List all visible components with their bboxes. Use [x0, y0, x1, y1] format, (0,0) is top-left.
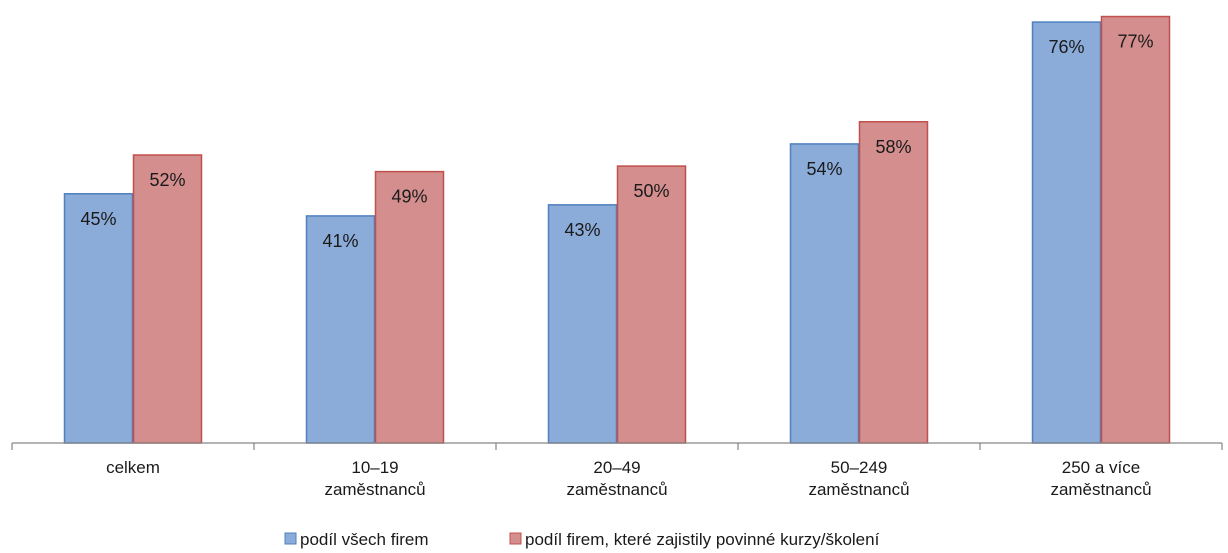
bar-series1-1	[63, 193, 134, 444]
data-label-series2-3: 50%	[633, 181, 669, 201]
bar-series1-3	[547, 204, 618, 444]
data-label-series2-4: 58%	[875, 137, 911, 157]
x-tick-label-5-line2: zaměstnanců	[1050, 480, 1151, 499]
bar-series1-2	[305, 215, 376, 444]
x-tick-labels: celkem 10–19 zaměstnanců 20–49 zaměstnanců 50…	[106, 458, 1151, 499]
data-label-series2-1: 52%	[149, 170, 185, 190]
legend: podíl všech firem podíl firem, které zaji…	[284, 530, 880, 549]
data-label-series1-1: 45%	[80, 209, 116, 229]
bar-series2-2	[374, 170, 445, 444]
data-label-series1-5: 76%	[1048, 37, 1084, 57]
data-label-series2-2: 49%	[391, 187, 427, 207]
x-tick-label-3-line2: zaměstnanců	[566, 480, 667, 499]
x-tick-label-3-line1: 20–49	[593, 458, 640, 477]
bar-series2-1	[132, 154, 203, 444]
bar-series1-4	[789, 143, 860, 444]
bar-series2-4	[858, 121, 929, 444]
x-tick-label-4-line1: 50–249	[831, 458, 888, 477]
data-label-series2-5: 77%	[1117, 32, 1153, 52]
x-tick-label-4-line2: zaměstnanců	[808, 480, 909, 499]
data-label-series1-3: 43%	[564, 220, 600, 240]
bars-layer	[63, 15, 1171, 444]
x-axis	[11, 442, 1223, 450]
legend-label-series2: podíl firem, které zajistily povinné kur…	[525, 530, 880, 549]
data-label-series1-2: 41%	[322, 231, 358, 251]
bar-series2-5	[1100, 15, 1171, 444]
bar-series1-5	[1031, 21, 1102, 444]
data-labels: 45% 52% 41% 49% 43% 50% 54% 58% 76% 77%	[80, 32, 1153, 251]
legend-label-series1: podíl všech firem	[300, 530, 429, 549]
x-tick-label-2-line1: 10–19	[351, 458, 398, 477]
bar-series2-3	[616, 165, 687, 444]
x-tick-label-5-line1: 250 a více	[1062, 458, 1140, 477]
legend-swatch-series1	[284, 532, 297, 545]
data-label-series1-4: 54%	[806, 159, 842, 179]
legend-swatch-series2	[509, 532, 522, 545]
x-tick-label-2-line2: zaměstnanců	[324, 480, 425, 499]
x-tick-label-1: celkem	[106, 458, 160, 477]
